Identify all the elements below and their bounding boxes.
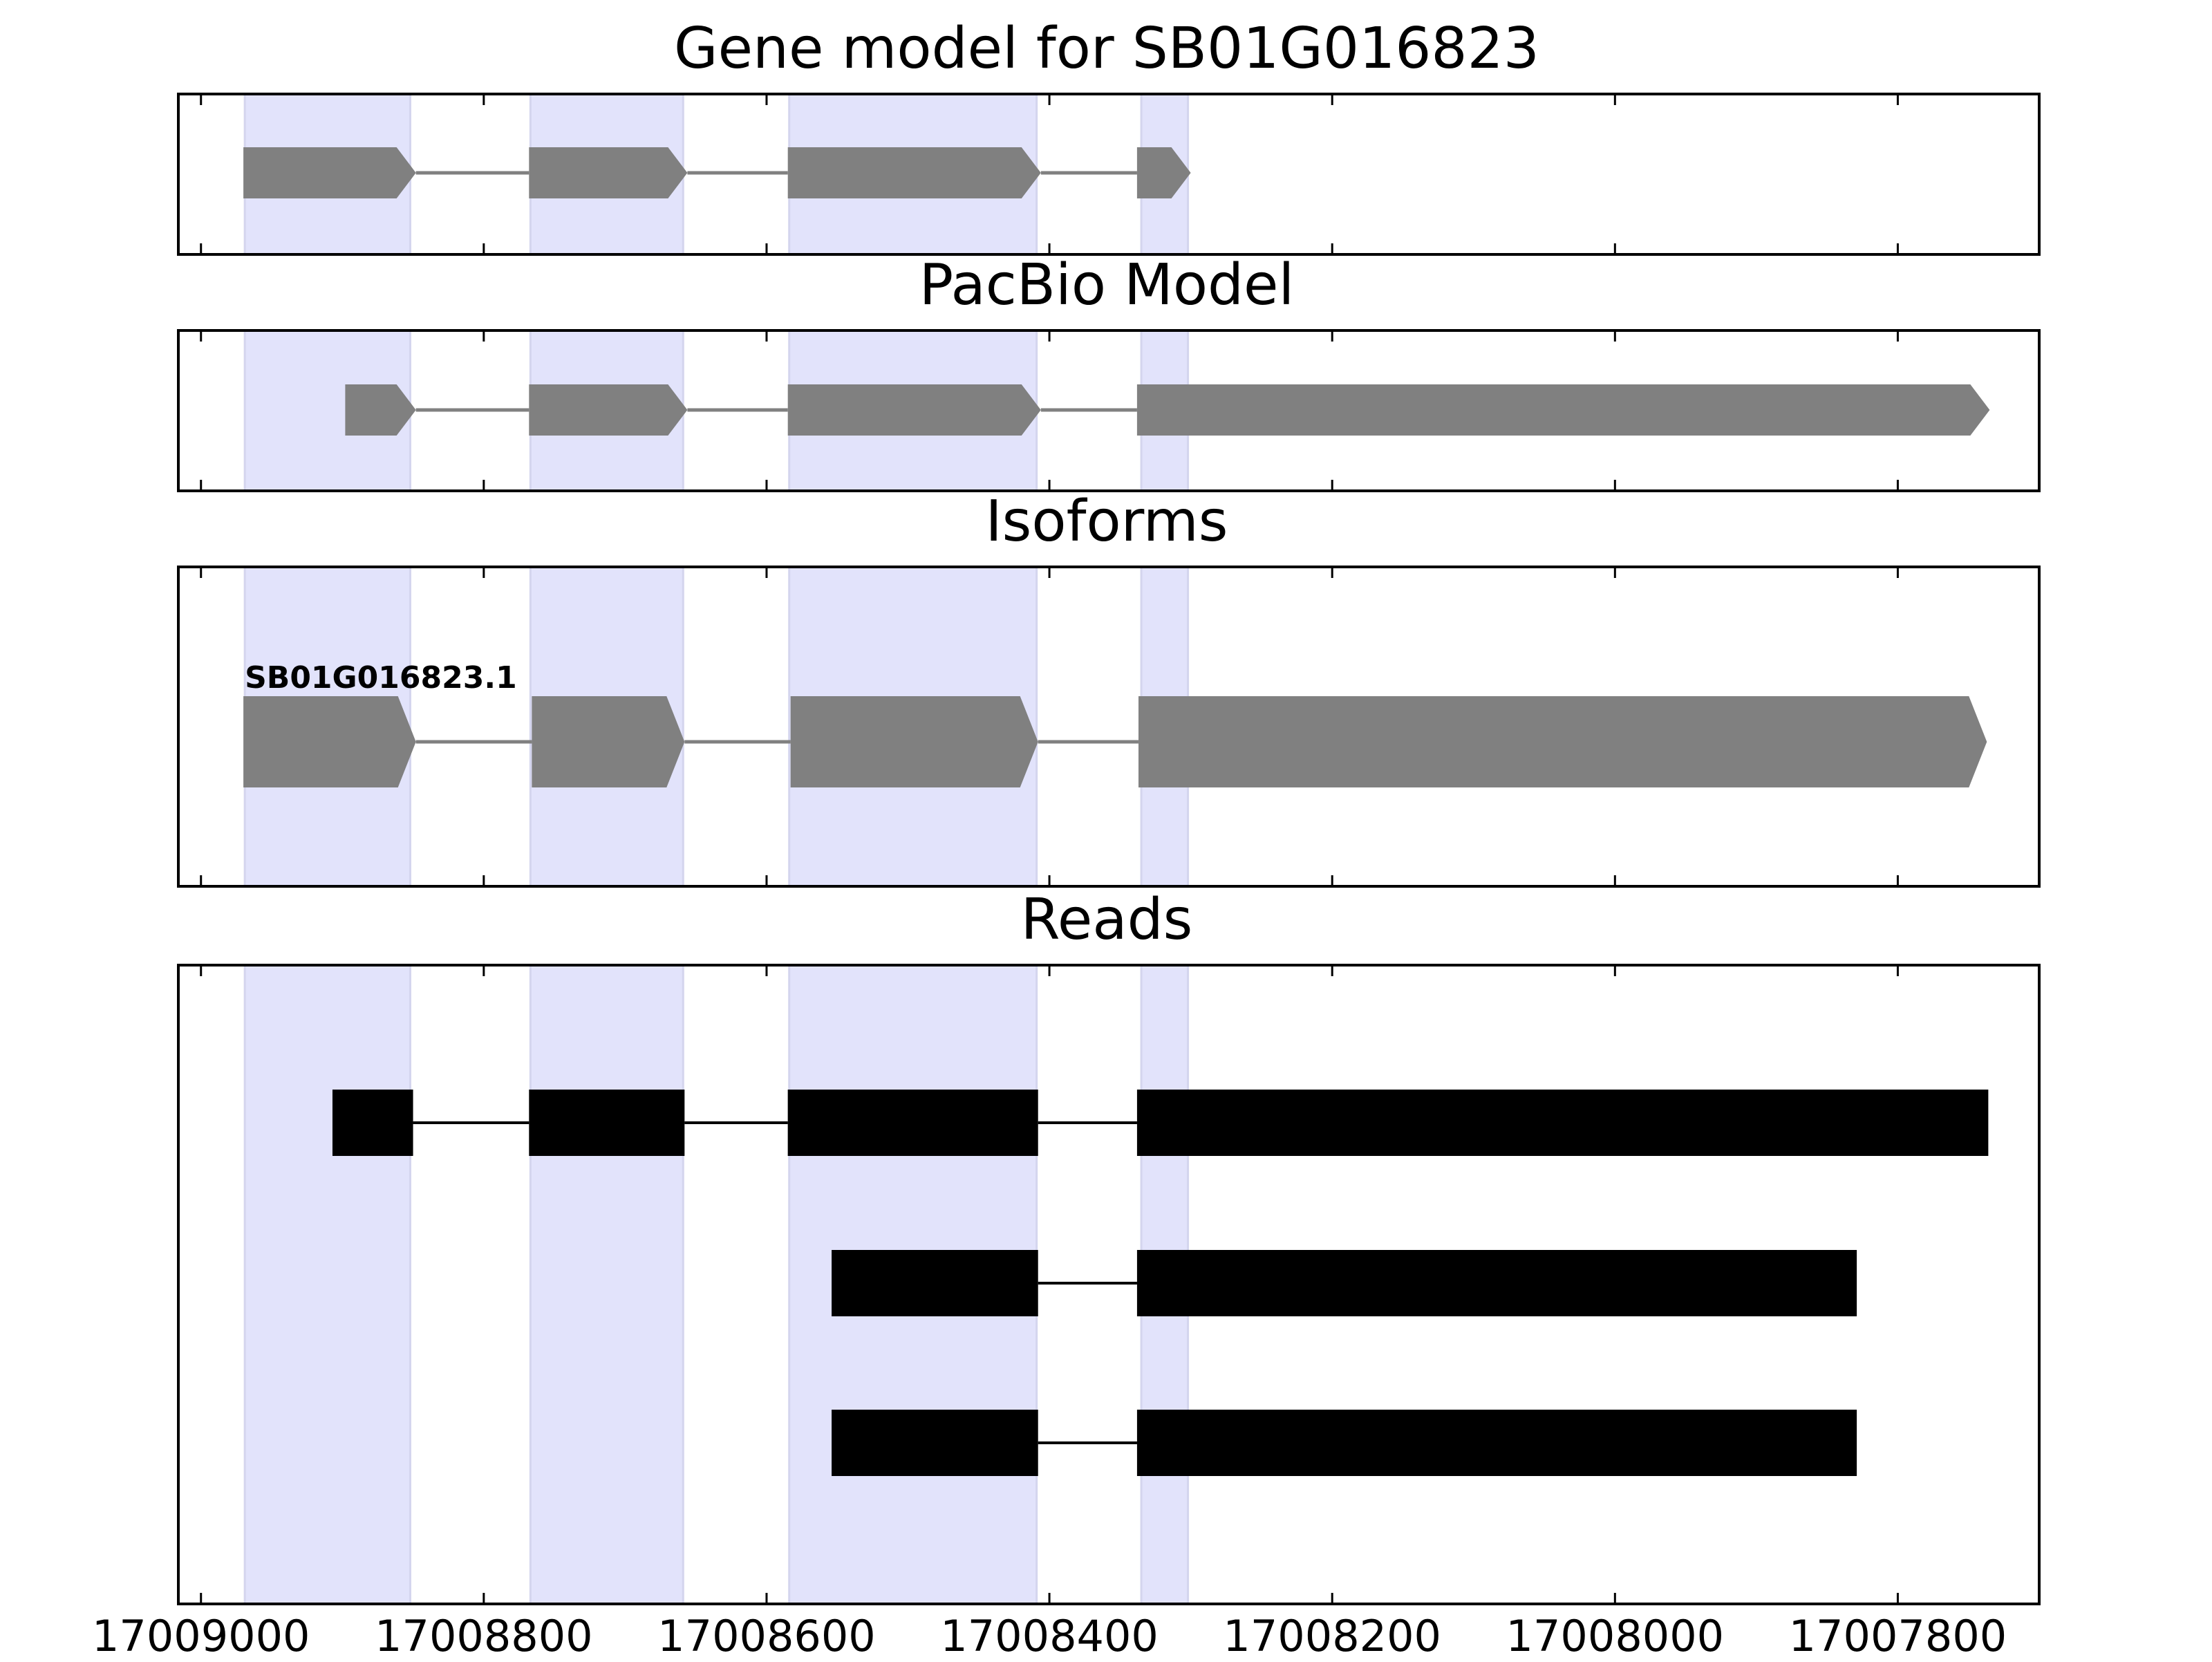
x-tick-label: 17007800 [1789,1611,2007,1659]
read-exon [1136,1090,1989,1156]
highlight-band [529,964,684,1605]
exon-block [529,147,688,198]
exon-block [532,696,685,787]
read-exon [832,1250,1038,1316]
x-tick-label: 17009000 [92,1611,310,1659]
read-exon [832,1410,1038,1476]
exon-block [1138,696,1987,787]
panel-title: Reads [1021,887,1193,953]
read-exon [1136,1250,1857,1316]
exon-block [243,696,416,787]
exon-block [787,384,1041,436]
highlight-band [243,964,411,1605]
exon-block [529,384,688,436]
x-tick-label: 17008600 [657,1611,876,1659]
exon-block [243,147,416,198]
read-exon [787,1090,1038,1156]
panel-title: Gene model for SB01G016823 [674,16,1539,82]
x-tick-label: 17008200 [1223,1611,1441,1659]
exon-block [787,147,1041,198]
panel-frame [177,964,2041,1605]
isoform-label: SB01G016823.1 [245,660,517,695]
exon-block [1136,384,1990,436]
read-exon [529,1090,685,1156]
panel-frame [177,566,2041,888]
panel-title: PacBio Model [919,252,1295,318]
exon-block [1136,147,1191,198]
panel-title: Isoforms [986,489,1228,554]
panel-frame [177,329,2041,492]
x-tick-label: 17008000 [1506,1611,1725,1659]
x-tick-label: 17008800 [375,1611,593,1659]
read-exon [1136,1410,1857,1476]
exon-block [790,696,1038,787]
x-tick-label: 17008400 [940,1611,1159,1659]
exon-block [345,384,416,436]
read-exon [332,1090,413,1156]
panel-frame [177,93,2041,256]
